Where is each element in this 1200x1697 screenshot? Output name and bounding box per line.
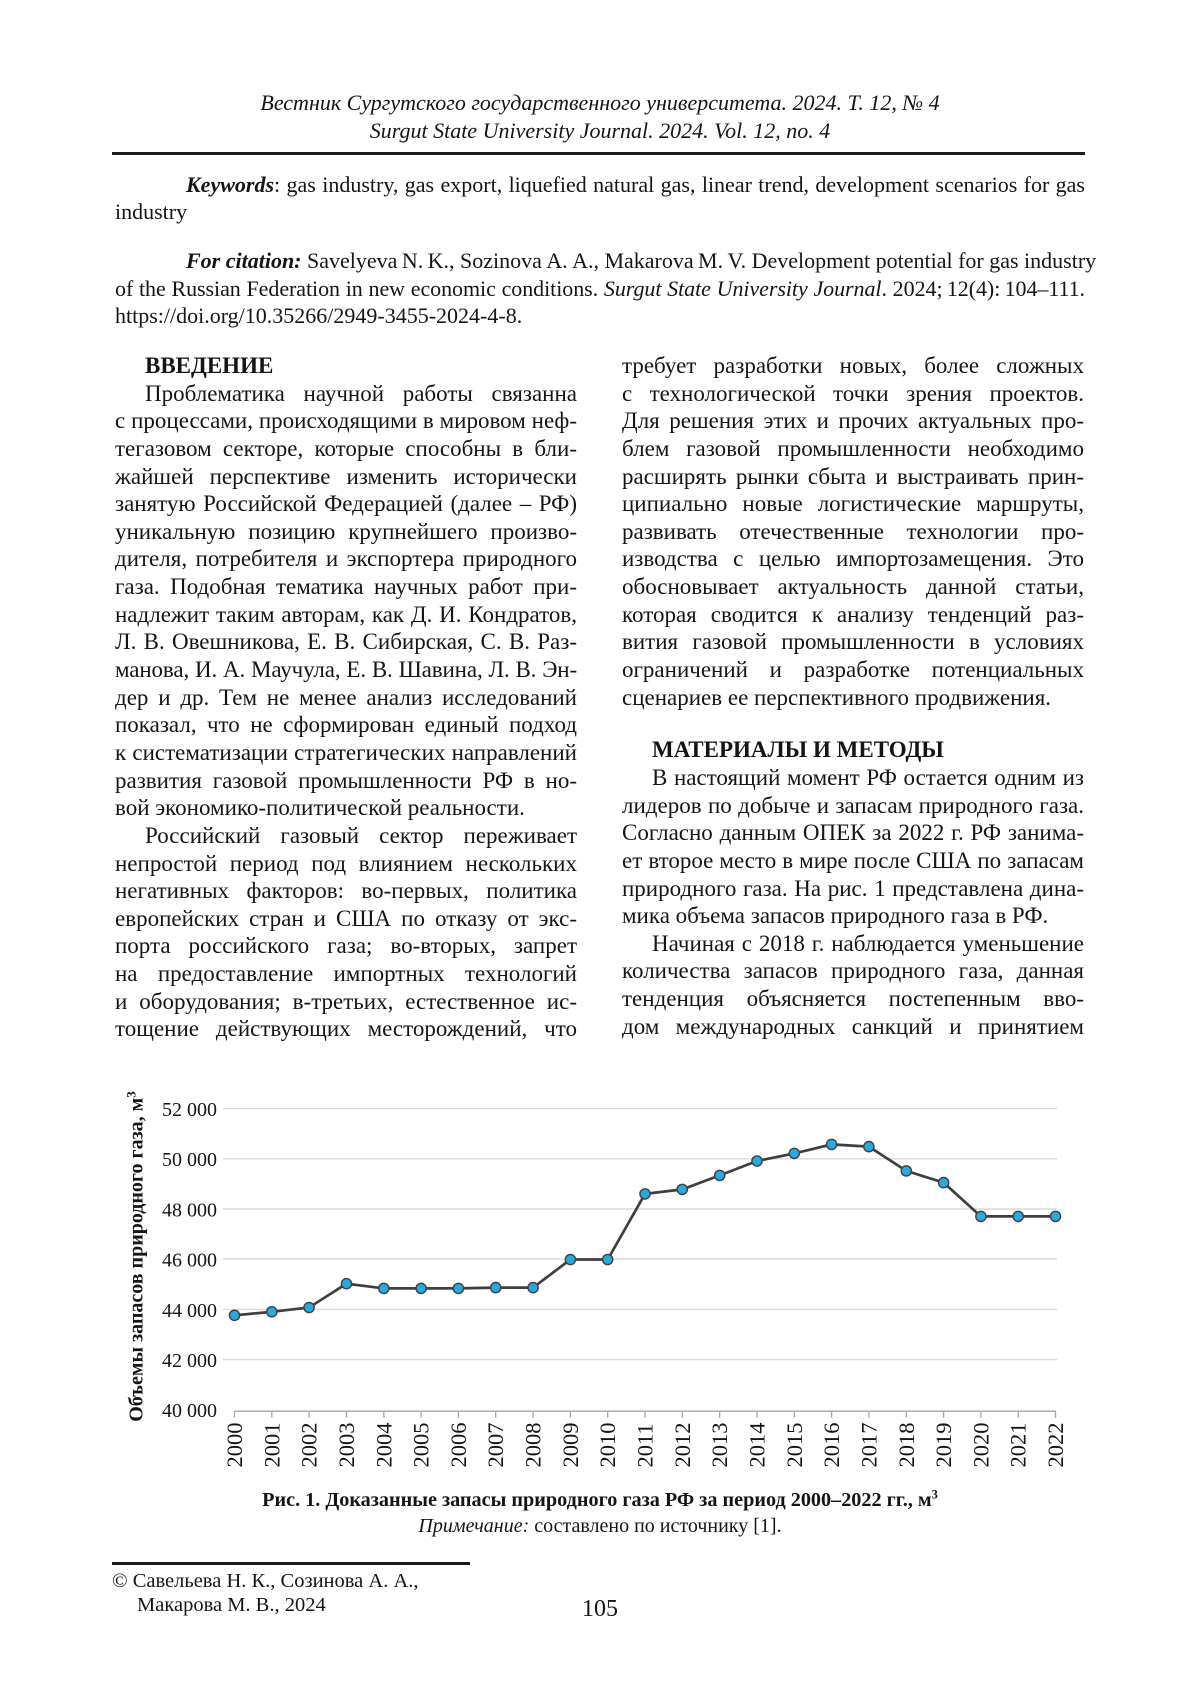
svg-text:50 000: 50 000 bbox=[162, 1149, 217, 1171]
svg-text:46 000: 46 000 bbox=[162, 1249, 217, 1271]
svg-text:2016: 2016 bbox=[819, 1423, 844, 1468]
svg-text:2014: 2014 bbox=[744, 1423, 769, 1468]
svg-text:52 000: 52 000 bbox=[162, 1099, 217, 1121]
svg-text:2009: 2009 bbox=[558, 1423, 583, 1468]
svg-text:42 000: 42 000 bbox=[162, 1350, 217, 1372]
svg-text:2015: 2015 bbox=[782, 1423, 807, 1468]
svg-text:2018: 2018 bbox=[894, 1423, 919, 1468]
svg-text:2004: 2004 bbox=[371, 1423, 396, 1468]
svg-text:Объемы запасов природного газа: Объемы запасов природного газа, м3 bbox=[123, 1091, 148, 1422]
svg-text:2010: 2010 bbox=[595, 1423, 620, 1468]
svg-text:2008: 2008 bbox=[521, 1423, 546, 1468]
svg-text:2001: 2001 bbox=[259, 1423, 284, 1468]
svg-text:44 000: 44 000 bbox=[162, 1300, 217, 1322]
svg-text:2007: 2007 bbox=[483, 1423, 508, 1468]
svg-text:2012: 2012 bbox=[670, 1423, 695, 1468]
svg-text:2019: 2019 bbox=[931, 1423, 956, 1468]
svg-text:48 000: 48 000 bbox=[162, 1199, 217, 1221]
svg-text:2021: 2021 bbox=[1006, 1423, 1031, 1468]
svg-text:2000: 2000 bbox=[222, 1423, 247, 1468]
svg-text:2017: 2017 bbox=[856, 1423, 881, 1468]
svg-text:2013: 2013 bbox=[707, 1423, 732, 1468]
svg-text:40 000: 40 000 bbox=[162, 1400, 217, 1422]
svg-text:2022: 2022 bbox=[1043, 1423, 1068, 1468]
svg-text:2020: 2020 bbox=[968, 1423, 993, 1468]
svg-text:2002: 2002 bbox=[297, 1423, 322, 1468]
svg-text:2005: 2005 bbox=[409, 1423, 434, 1468]
svg-text:2003: 2003 bbox=[334, 1423, 359, 1468]
svg-text:2011: 2011 bbox=[632, 1423, 657, 1467]
svg-text:2006: 2006 bbox=[446, 1423, 471, 1468]
